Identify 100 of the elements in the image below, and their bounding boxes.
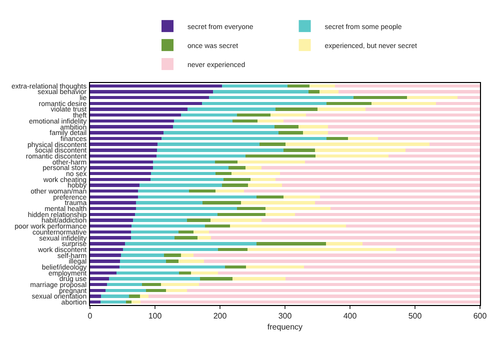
bar <box>116 271 180 274</box>
bar <box>123 248 218 252</box>
bar <box>244 189 480 193</box>
bar <box>90 294 102 298</box>
bar <box>101 294 129 298</box>
bar <box>457 96 480 100</box>
bar <box>199 282 480 286</box>
bar <box>134 212 218 216</box>
bar <box>90 207 136 210</box>
bar <box>275 178 480 181</box>
bar <box>217 212 266 216</box>
bar <box>396 248 480 252</box>
bar <box>90 114 181 117</box>
bar <box>202 102 327 106</box>
bar <box>335 84 480 88</box>
bar <box>353 96 408 100</box>
bar <box>316 154 388 158</box>
bar <box>204 260 480 263</box>
bar <box>151 172 216 176</box>
x-tick-label: 500 <box>408 312 422 321</box>
bar <box>282 184 480 187</box>
x-tick-label: 100 <box>148 312 162 321</box>
bar <box>202 201 241 204</box>
bar <box>210 218 262 222</box>
bar <box>140 300 480 304</box>
bar <box>90 125 174 128</box>
bar <box>90 236 131 240</box>
bar <box>245 166 262 170</box>
bar <box>106 288 146 292</box>
bar <box>305 160 480 164</box>
bar <box>218 271 480 274</box>
x-tick-label: 600 <box>473 312 488 321</box>
bar <box>308 90 320 94</box>
bar <box>119 265 226 269</box>
bar <box>186 218 210 222</box>
bar <box>90 90 213 94</box>
bar <box>181 114 237 117</box>
bar <box>164 254 181 257</box>
bar <box>304 265 480 269</box>
bar <box>208 230 480 234</box>
bar <box>173 125 275 128</box>
x-tick-label: 300 <box>278 312 292 321</box>
bar <box>348 136 378 140</box>
bar <box>214 160 238 164</box>
bar <box>294 212 480 216</box>
bar <box>136 201 202 204</box>
bar <box>210 236 480 240</box>
bar <box>138 195 256 199</box>
bar <box>314 148 406 152</box>
bar <box>232 119 258 123</box>
bar <box>319 90 338 94</box>
bar <box>346 224 480 228</box>
bar <box>205 224 230 228</box>
bar <box>318 108 366 111</box>
bar <box>278 131 304 134</box>
bar <box>246 265 304 269</box>
bar <box>90 224 132 228</box>
bar <box>90 271 117 274</box>
bar <box>407 96 458 100</box>
bar <box>314 201 480 204</box>
bar <box>258 119 284 123</box>
bar <box>160 282 200 286</box>
bar <box>178 230 194 234</box>
bar <box>150 178 224 181</box>
bar <box>188 108 276 111</box>
x-tick-label: 0 <box>88 312 93 321</box>
bar <box>146 288 166 292</box>
bar <box>90 218 133 222</box>
bar <box>248 184 282 187</box>
bar <box>162 136 327 140</box>
bar <box>106 282 142 286</box>
bar <box>174 119 232 123</box>
bar <box>330 207 480 210</box>
bar <box>90 242 126 246</box>
bar <box>120 260 166 263</box>
bar <box>186 288 480 292</box>
bar <box>405 148 480 152</box>
bar <box>90 166 154 170</box>
bar <box>129 294 140 298</box>
bar <box>132 224 206 228</box>
x-tick-label: 200 <box>213 312 228 321</box>
bar <box>247 248 396 252</box>
bar <box>90 136 162 140</box>
bar <box>174 236 198 240</box>
bar <box>222 84 288 88</box>
bar <box>166 288 187 292</box>
bar <box>181 254 194 257</box>
bar <box>90 148 157 152</box>
bar <box>388 154 480 158</box>
bar <box>371 102 436 106</box>
bar <box>148 294 480 298</box>
bar <box>270 114 306 117</box>
bar <box>228 166 246 170</box>
bar <box>212 90 308 94</box>
bar <box>90 189 138 193</box>
bar <box>136 207 237 210</box>
bar <box>225 265 246 269</box>
bar <box>436 102 480 106</box>
bar <box>262 218 480 222</box>
bar <box>215 189 244 193</box>
